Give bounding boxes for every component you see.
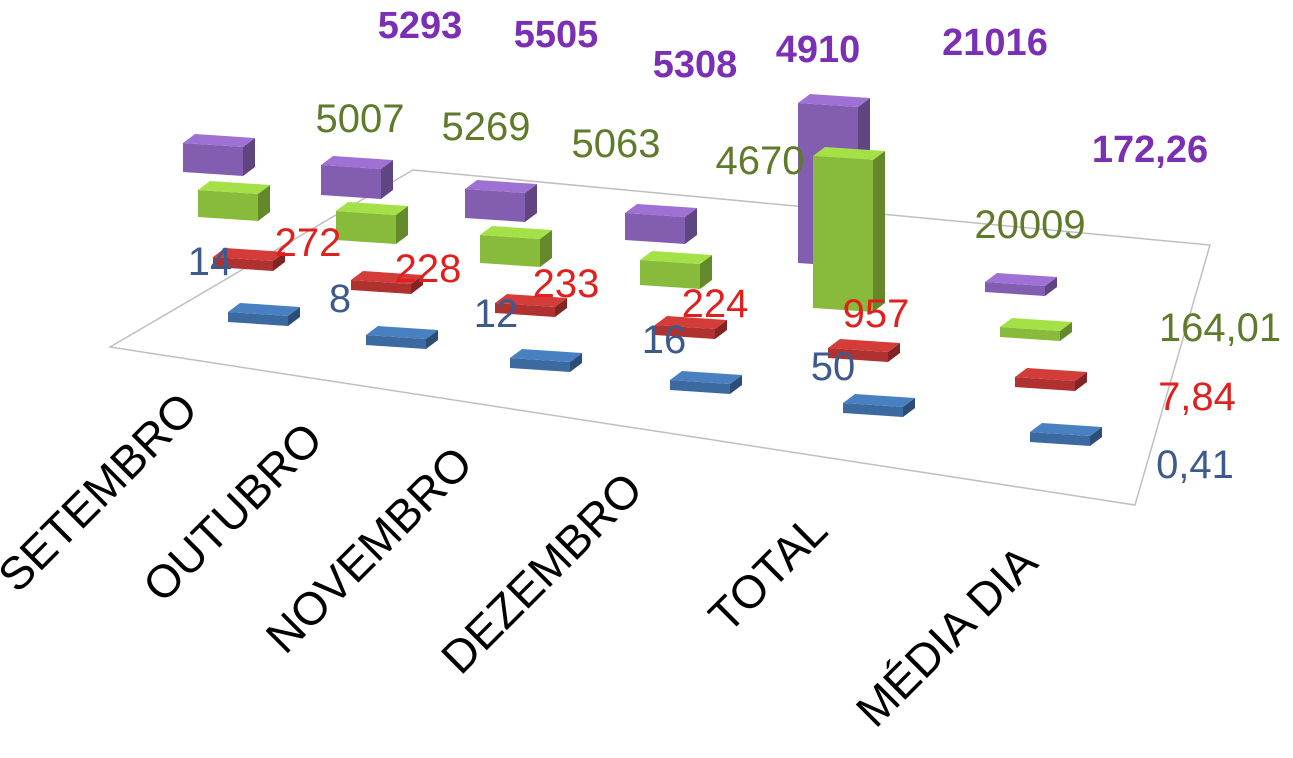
bar-3-2 (465, 180, 537, 222)
bar-2-1 (336, 202, 408, 244)
category-label-5: MÉDIA DIA (846, 535, 1047, 736)
bar-1-3 (655, 316, 727, 339)
bar-3-3 (625, 204, 697, 244)
category-label-4: TOTAL (698, 503, 837, 642)
value-label-2-5: 164,01 (1159, 306, 1281, 350)
bar-1-4 (828, 339, 900, 362)
bar-2-5 (1000, 318, 1072, 341)
value-label-1-3: 224 (682, 282, 749, 326)
value-label-3-3: 4910 (776, 29, 861, 71)
value-label-1-0: 272 (275, 221, 342, 265)
value-label-1-1: 228 (395, 247, 462, 291)
bar-1-1 (351, 271, 423, 294)
value-label-2-3: 4670 (716, 139, 805, 183)
value-label-1-4: 957 (843, 292, 910, 336)
bar-0-0 (228, 303, 300, 326)
bar-2-4 (813, 147, 885, 312)
bar-2-0 (198, 181, 270, 221)
value-label-2-2: 5063 (572, 122, 661, 166)
value-label-0-0: 14 (188, 240, 233, 284)
bar-3-1 (321, 156, 393, 199)
bar-1-5 (1015, 368, 1087, 391)
value-label-3-1: 5505 (514, 14, 599, 56)
value-label-2-4: 20009 (974, 203, 1085, 247)
bar-2-3 (640, 251, 712, 289)
value-label-2-1: 5269 (442, 105, 531, 149)
category-label-3: DEZEMBRO (431, 462, 652, 683)
bar-0-3 (670, 371, 742, 394)
value-label-0-5: 0,41 (1156, 443, 1234, 487)
value-label-2-0: 5007 (316, 97, 405, 141)
bar-3-0 (183, 134, 255, 176)
value-label-3-4: 21016 (942, 22, 1048, 64)
value-label-3-0: 5293 (378, 5, 463, 47)
value-label-0-2: 12 (474, 292, 519, 336)
value-label-0-4: 50 (811, 345, 856, 389)
bar-1-2 (495, 294, 567, 317)
bar-0-2 (510, 349, 582, 372)
value-label-1-5: 7,84 (1158, 375, 1236, 419)
bar-0-4 (843, 394, 915, 417)
bar-2-2 (480, 226, 552, 267)
bar-1-0 (213, 248, 285, 271)
value-label-1-2: 233 (533, 262, 600, 306)
bar-3-5 (985, 273, 1057, 296)
value-label-0-1: 8 (329, 277, 351, 321)
bar-0-1 (366, 326, 438, 349)
floor-plane (107, 169, 1211, 506)
value-label-0-3: 16 (642, 318, 687, 362)
value-label-3-2: 5308 (653, 44, 738, 86)
bar-0-5 (1030, 423, 1102, 446)
value-label-3-5: 172,26 (1092, 129, 1208, 171)
